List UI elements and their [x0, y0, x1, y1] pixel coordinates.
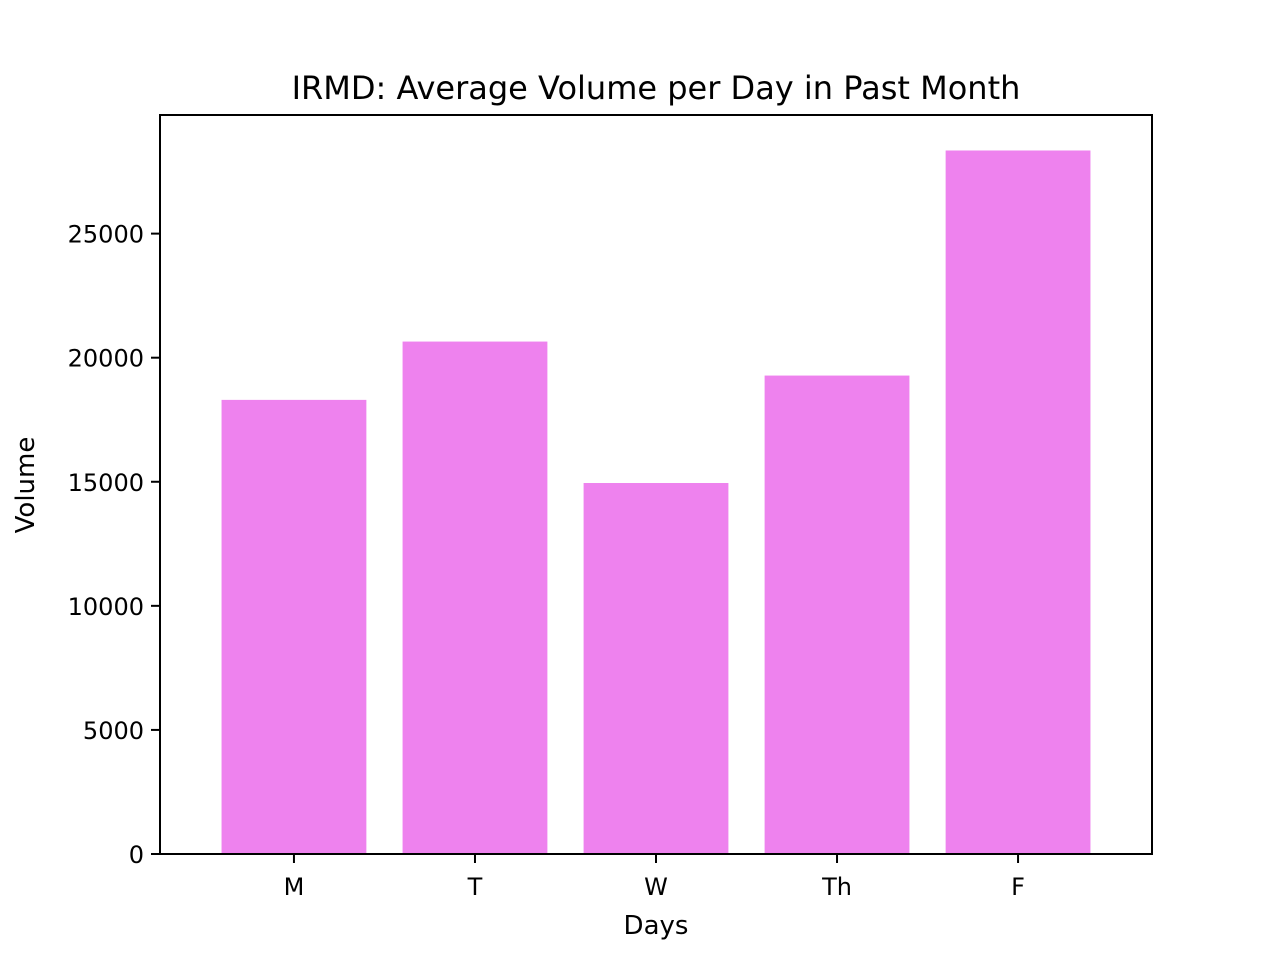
y-tick-label: 0 [129, 841, 144, 869]
x-axis-label: Days [624, 911, 689, 941]
x-tick-label: F [1011, 873, 1025, 901]
bar-f [945, 150, 1091, 854]
x-tick-label: M [284, 873, 305, 901]
plot-frame [159, 114, 1153, 855]
y-tick-label: 10000 [68, 593, 144, 621]
chart-title: IRMD: Average Volume per Day in Past Mon… [292, 69, 1021, 107]
y-tick-label: 20000 [68, 345, 144, 373]
x-axis-ticks: M T W Th F [284, 854, 1025, 901]
bar-t [402, 341, 548, 854]
bar-w [583, 483, 729, 854]
bar-m [221, 399, 367, 854]
y-tick-label: 5000 [83, 717, 144, 745]
y-tick-label: 15000 [68, 469, 144, 497]
bars-layer [221, 150, 1091, 854]
bar-th [764, 375, 910, 854]
y-axis-label: Volume [11, 437, 41, 534]
x-tick-label: W [644, 873, 668, 901]
y-tick-label: 25000 [68, 221, 144, 249]
y-axis-ticks: 0 5000 10000 15000 20000 25000 [68, 221, 160, 869]
x-tick-label: Th [821, 873, 852, 901]
x-tick-label: T [467, 873, 483, 901]
